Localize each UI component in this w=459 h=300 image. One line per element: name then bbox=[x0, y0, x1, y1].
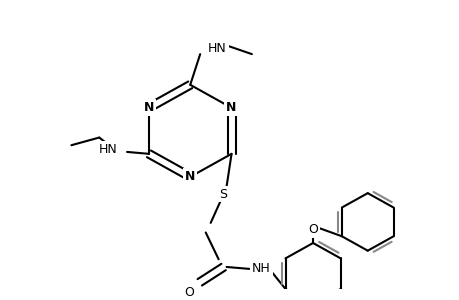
Text: O: O bbox=[308, 223, 317, 236]
Text: HN: HN bbox=[98, 142, 117, 155]
Text: S: S bbox=[219, 188, 227, 201]
Text: N: N bbox=[226, 101, 236, 114]
Text: HN: HN bbox=[207, 42, 226, 55]
Text: N: N bbox=[185, 170, 195, 183]
Text: O: O bbox=[184, 286, 193, 299]
Text: NH: NH bbox=[252, 262, 270, 275]
Text: N: N bbox=[143, 101, 154, 114]
